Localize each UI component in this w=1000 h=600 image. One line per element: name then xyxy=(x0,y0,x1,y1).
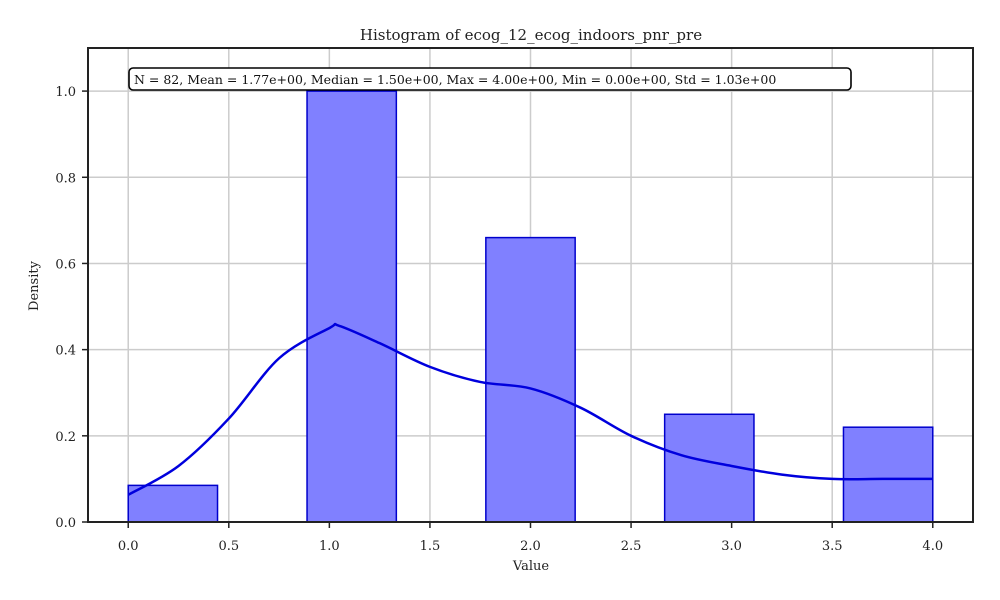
y-tick-label: 0.2 xyxy=(55,430,76,445)
stats-box-frame xyxy=(128,67,852,91)
x-tick-label: 0.0 xyxy=(118,539,139,554)
histogram-bar xyxy=(127,484,219,523)
y-tick-label: 0.8 xyxy=(55,171,76,186)
y-tick-label: 1.0 xyxy=(55,85,76,100)
x-tick-label: 2.0 xyxy=(520,539,541,554)
y-tick-label: 0.4 xyxy=(55,344,76,359)
y-tick-label: 0.0 xyxy=(55,516,76,531)
x-tick-label: 1.5 xyxy=(420,539,441,554)
x-tick-label: 2.5 xyxy=(621,539,642,554)
x-tick-label: 4.0 xyxy=(922,539,943,554)
stats-annotation-text: N = 82, Mean = 1.77e+00, Median = 1.50e+… xyxy=(134,72,776,87)
chart-title: Histogram of ecog_12_ecog_indoors_pnr_pr… xyxy=(360,26,702,44)
histogram-bar xyxy=(306,90,398,523)
y-tick-label: 0.6 xyxy=(55,257,76,272)
kde-curve xyxy=(127,322,933,496)
y-axis-label: Density xyxy=(27,260,42,311)
x-tick-label: 3.5 xyxy=(822,539,843,554)
histogram-bar xyxy=(842,426,934,523)
stats-annotation-box: N = 82, Mean = 1.77e+00, Median = 1.50e+… xyxy=(128,67,852,91)
x-axis-label: Value xyxy=(512,559,549,574)
x-tick-label: 3.0 xyxy=(721,539,742,554)
kde-curve-layer xyxy=(127,322,933,496)
histogram-bar xyxy=(485,236,576,523)
x-tick-label: 0.5 xyxy=(218,539,239,554)
tick-labels: 0.0 0.5 1.0 1.5 2.0 2.5 3.0 3.5 4.0 0.0 0.2 0.4 0.6 0… xyxy=(55,85,943,554)
x-tick-label: 1.0 xyxy=(319,539,340,554)
